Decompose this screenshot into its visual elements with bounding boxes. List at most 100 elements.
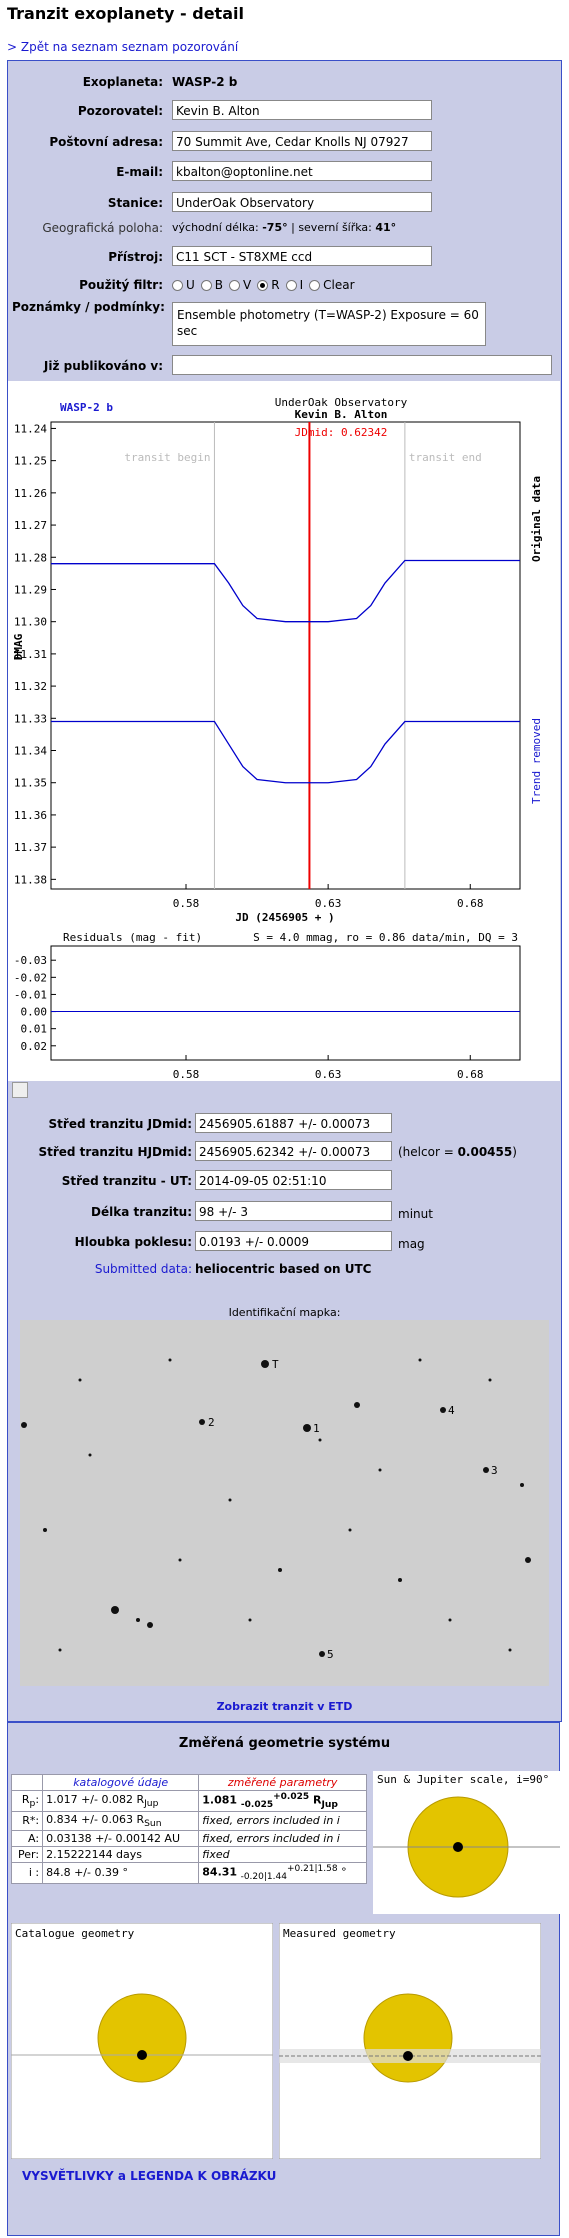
transit-end: transit end <box>409 451 482 464</box>
label: Střed tranzitu JDmid: <box>48 1117 192 1131</box>
radio[interactable] <box>200 280 212 291</box>
x-tick-label: 0.68 <box>457 897 484 910</box>
geometry-title: Změřená geometrie systému <box>178 1736 391 1751</box>
input[interactable] <box>172 355 552 375</box>
x-tick-label: 0.58 <box>173 897 200 910</box>
input[interactable]: 2014-09-05 02:51:10 <box>195 1170 392 1190</box>
input[interactable]: 0.0193 +/- 0.0009 <box>195 1231 392 1251</box>
text: | <box>291 221 295 234</box>
star-label: 5 <box>327 1648 334 1661</box>
y-tick-label: 11.38 <box>14 873 47 886</box>
label: Poštovní adresa: <box>49 135 163 149</box>
radio-label: I <box>299 278 304 292</box>
geometry-table: katalogové údaje změřené parametry Rp: 1.0… <box>10 1774 367 1884</box>
text: A: <box>10 1830 44 1848</box>
radio[interactable] <box>309 280 321 291</box>
radio[interactable] <box>172 280 183 291</box>
legend-link[interactable]: VYSVĚTLIVKY a LEGENDA K OBRÁZKU <box>22 2169 277 2183</box>
text: Jup <box>144 1798 159 1810</box>
text: fixed, errors included in i <box>198 1810 367 1832</box>
catalogue-geometry: Catalogue geometry <box>11 1923 273 2159</box>
text: 41° <box>375 221 397 234</box>
text: (helcor = <box>398 1145 454 1159</box>
radio[interactable] <box>285 280 297 291</box>
y-tick-label: 0.02 <box>21 1040 48 1053</box>
y-tick-label: 11.37 <box>14 841 47 854</box>
radio-label: V <box>243 278 252 292</box>
light-curve: 11.24 11.25 11.26 11.27 11.28 11.29 11.30 11.31… <box>8 381 560 1081</box>
text: 0.03138 +/- 0.00142 AU <box>42 1830 200 1848</box>
input[interactable]: 70 Summit Ave, Cedar Knolls NJ 07927 <box>172 131 432 151</box>
radio[interactable] <box>257 280 269 291</box>
input[interactable]: 2456905.61887 +/- 0.00073 <box>195 1113 392 1133</box>
radio-label: Clear <box>323 278 355 292</box>
residuals-stats: S = 4.0 mmag, ro = 0.86 data/min, DQ = 3 <box>253 931 518 944</box>
input[interactable]: UnderOak Observatory <box>172 192 432 212</box>
etd-link[interactable]: Zobrazit tranzit v ETD <box>216 1700 353 1713</box>
text: +0.025 <box>273 1792 310 1802</box>
header: změřené parametry <box>198 1774 367 1791</box>
label: E-mail: <box>116 165 163 179</box>
icon[interactable] <box>12 1082 28 1098</box>
label: Použitý filtr: <box>79 278 163 292</box>
label[interactable]: Submitted data: <box>94 1262 192 1276</box>
residuals-title: Residuals (mag - fit) <box>63 931 202 944</box>
y-axis-title: DMAG <box>12 633 25 660</box>
input[interactable]: 98 +/- 3 <box>195 1201 392 1221</box>
text: Sun <box>144 1818 162 1830</box>
text: 1.017 +/- 0.082 R <box>46 1792 145 1806</box>
input[interactable]: Kevin B. Alton <box>172 100 432 120</box>
unit: mag <box>398 1237 425 1251</box>
jdmid-label: JDmid: 0.62342 <box>295 426 388 439</box>
y-tick-label: 11.32 <box>14 680 47 693</box>
text: Jup <box>321 1798 338 1810</box>
label: Pozorovatel: <box>77 104 163 118</box>
label: Hloubka poklesu: <box>74 1235 192 1249</box>
text: fixed <box>198 1846 367 1864</box>
scale-diagram: Sun & Jupiter scale, i=90° <box>373 1771 560 1914</box>
input[interactable]: C11 SCT - ST8XME ccd <box>172 246 432 266</box>
text: heliocentric based on UTC <box>195 1262 372 1276</box>
star-label: T <box>272 1358 279 1371</box>
y-tick-label: 11.27 <box>14 519 47 532</box>
plot-frame <box>50 945 521 1061</box>
textarea[interactable]: Ensemble photometry (T=WASP-2) Exposure … <box>172 302 486 346</box>
y-tick-label: -0.02 <box>14 971 47 984</box>
text: Per: <box>10 1846 44 1864</box>
input[interactable]: kbalton@optonline.net <box>172 161 432 181</box>
input[interactable]: 2456905.62342 +/- 0.00073 <box>195 1141 392 1161</box>
label: Přístroj: <box>108 250 163 264</box>
text: severní šířka: <box>298 221 372 234</box>
text: -0.025 <box>240 1799 274 1810</box>
y-tick-label: 11.29 <box>14 583 47 596</box>
observer: Kevin B. Alton <box>295 408 388 421</box>
map-title: Identifikační mapka: <box>228 1306 341 1319</box>
location: východní délka: -75° | severní šířka: 41… <box>172 220 396 236</box>
y-tick-label: 11.26 <box>14 487 47 500</box>
diagram-title: Measured geometry <box>283 1927 396 1940</box>
text: 0.834 +/- 0.063 R <box>46 1812 145 1826</box>
x-tick-label: 0.63 <box>315 1068 342 1081</box>
y-tick-label: 11.30 <box>14 616 47 629</box>
y-tick-label: 11.33 <box>14 712 47 725</box>
label: Střed tranzitu - UT: <box>61 1174 192 1188</box>
exoplanet: WASP-2 b <box>172 75 238 89</box>
diagram-title: Sun & Jupiter scale, i=90° <box>377 1773 549 1786</box>
radio[interactable] <box>229 280 241 291</box>
y-tick-label: 11.25 <box>14 455 47 468</box>
radio-label: U <box>186 278 195 292</box>
label: Délka tranzitu: <box>91 1205 192 1219</box>
y-tick-label: 0.01 <box>21 1023 48 1036</box>
back-link[interactable]: > Zpět na seznam seznam pozorování <box>7 40 239 54</box>
plot-frame <box>50 421 521 890</box>
text: -0.20|1.44 <box>240 1871 287 1882</box>
y-tick-label: -0.03 <box>14 954 47 967</box>
y-tick-label: 11.31 <box>14 648 47 661</box>
label: Již publikováno v: <box>43 359 163 373</box>
text: 0.00455 <box>457 1145 513 1159</box>
text: i : <box>10 1862 44 1884</box>
x-tick-label: 0.68 <box>457 1068 484 1081</box>
star-map: T 2 1 4 3 5 <box>20 1320 549 1686</box>
text: fixed, errors included in i <box>198 1830 367 1848</box>
